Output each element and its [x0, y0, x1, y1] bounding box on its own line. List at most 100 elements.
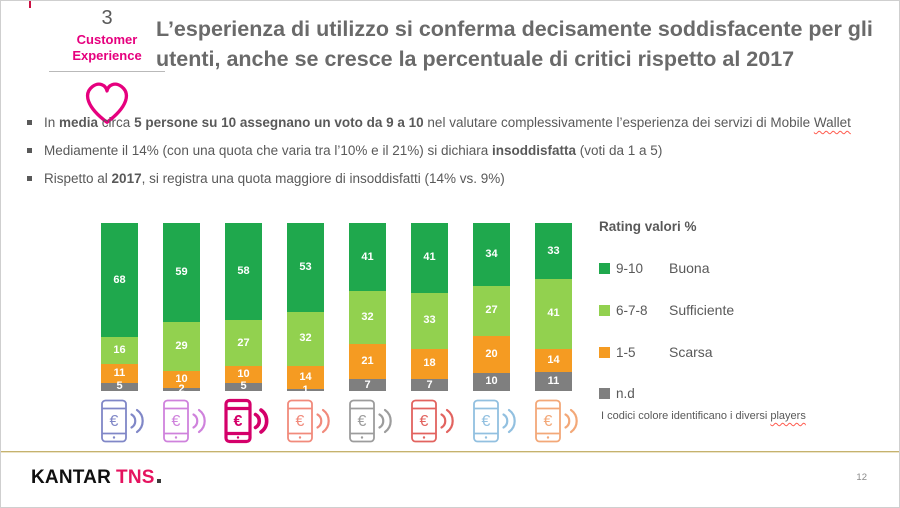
legend-swatch-icon: [599, 262, 610, 274]
bar-segment-9-10: 58: [225, 223, 262, 321]
bar-value-label: 20: [485, 347, 498, 360]
bullet-text: Mediamente il 14% (con una quota che var…: [44, 141, 662, 160]
bullet-text: In media circa 5 persone su 10 assegnano…: [44, 113, 851, 132]
kantar-tns-logo: KANTAR TNS: [31, 467, 161, 489]
slide-edge-mark: [29, 1, 31, 8]
bar-segment-9-10: 34: [473, 223, 510, 286]
bar-value-label: 59: [175, 266, 188, 279]
bar-value-label: 58: [237, 265, 250, 278]
bar-value-label: 5: [116, 380, 123, 393]
legend-range-label: n.d: [616, 386, 635, 401]
text-run: Mediamente il 14% (con una quota che var…: [44, 143, 492, 158]
bar-segment-1-5: 18: [411, 348, 448, 380]
text-run: (voti da 1 a 5): [576, 143, 663, 158]
bar-segment-n.d: 5: [101, 380, 138, 393]
bullet-marker: [27, 120, 32, 125]
page-number: 12: [856, 472, 867, 483]
bar-segment-9-10: 53: [287, 223, 324, 313]
stacked-bar-6: 41 33 18 7: [411, 223, 448, 391]
bar-value-label: 16: [113, 344, 126, 357]
bar-value-label: 10: [175, 372, 188, 385]
bar-value-label: 68: [113, 273, 126, 286]
svg-text:€: €: [110, 413, 119, 430]
footer-divider-light: [1, 452, 899, 453]
legend-range-label: 1-5: [616, 344, 636, 360]
bullet-marker: [27, 148, 32, 153]
bar-value-label: 1: [302, 383, 309, 396]
bar-value-label: 18: [423, 357, 436, 370]
bar-segment-1-5: 21: [349, 344, 386, 380]
section-label: Customer Experience: [43, 32, 171, 64]
legend-row-6-7-8: 6-7-8 Sufficiente: [599, 302, 891, 318]
bar-segment-n.d: 2: [163, 383, 200, 394]
legend-row-9-10: 9-10 Buona: [599, 260, 891, 276]
bar-segment-9-10: 68: [101, 223, 138, 338]
bar-segment-n.d: 11: [535, 372, 572, 391]
bar-value-label: 41: [547, 307, 560, 320]
svg-text:€: €: [172, 413, 181, 430]
legend-swatch-icon: [599, 388, 610, 399]
text-run: media: [59, 115, 99, 130]
bar-value-label: 41: [361, 250, 374, 263]
bar-value-label: 33: [423, 314, 436, 327]
phone-lightblue-icon: €: [469, 398, 531, 450]
stacked-bar-3: 58 27 10 5: [225, 223, 262, 393]
bar-value-label: 14: [547, 353, 560, 366]
bar-value-label: 11: [113, 366, 126, 379]
page-title: L’esperienza di utilizzo si conferma dec…: [156, 17, 873, 71]
text-run: 5 persone su 10 assegnano un voto da 9 a…: [134, 115, 424, 130]
bar-value-label: 7: [426, 378, 433, 391]
logo-kantar: KANTAR: [31, 467, 112, 488]
legend-row-1-5: 1-5 Scarsa: [599, 344, 891, 360]
svg-text:€: €: [482, 413, 491, 430]
bar-value-label: 11: [547, 375, 560, 388]
bar-segment-n.d: 7: [411, 379, 448, 391]
bar-value-label: 14: [299, 371, 312, 384]
bar-value-label: 29: [175, 339, 188, 352]
bar-segment-6-7-8: 32: [349, 291, 386, 345]
phone-orchid-icon: €: [159, 398, 221, 450]
bar-value-label: 27: [485, 304, 498, 317]
bar-segment-9-10: 41: [411, 223, 448, 293]
legend-range-label: 9-10: [616, 260, 644, 276]
phone-salmon-icon: €: [283, 398, 345, 450]
legend-rows: 9-10 Buona 6-7-8 Sufficiente 1-5 Scarsa n.d: [599, 260, 891, 401]
svg-text:€: €: [296, 413, 305, 430]
legend-name-label: Buona: [669, 260, 710, 276]
bar-value-label: 32: [361, 311, 374, 324]
bar-value-label: 2: [178, 382, 185, 395]
footer-divider: [1, 451, 899, 452]
phone-magenta-icon: €: [221, 398, 283, 450]
phone-peach-icon: €: [531, 398, 593, 450]
bar-value-label: 33: [547, 244, 560, 257]
text-run: insoddisfatta: [492, 143, 577, 158]
text-run: circa: [98, 115, 135, 130]
bullet-item-2: Mediamente il 14% (con una quota che var…: [25, 141, 870, 160]
bar-value-label: 32: [299, 332, 312, 345]
phone-icons-row: € € € € € € € €: [97, 398, 593, 450]
svg-text:€: €: [234, 413, 243, 430]
bar-value-label: 10: [237, 367, 250, 380]
stacked-bar-1: 68 16 11 5: [101, 223, 138, 393]
bar-value-label: 5: [240, 380, 247, 393]
legend-range-label: 6-7-8: [616, 302, 648, 318]
bullet-item-1: In media circa 5 persone su 10 assegnano…: [25, 113, 870, 132]
text-run: Rispetto al: [44, 171, 112, 186]
bar-segment-6-7-8: 33: [411, 292, 448, 349]
svg-text:€: €: [358, 413, 367, 430]
bullet-marker: [27, 176, 32, 181]
legend-title: Rating valori %: [599, 219, 697, 234]
bar-value-label: 41: [423, 251, 436, 264]
stacked-bar-8: 33 41 14 11: [535, 223, 572, 391]
section-number: 3: [101, 7, 113, 29]
stacked-bar-4: 53 32 14 1: [287, 223, 324, 395]
text-run: nel valutare complessivamente l’esperien…: [423, 115, 814, 130]
legend-swatch-icon: [599, 304, 610, 316]
bar-segment-6-7-8: 41: [535, 279, 572, 349]
bar-segment-6-7-8: 16: [101, 337, 138, 365]
bullet-list: In media circa 5 persone su 10 assegnano…: [25, 113, 870, 197]
bar-segment-9-10: 41: [349, 223, 386, 292]
bar-value-label: 21: [361, 355, 374, 368]
bullet-text: Rispetto al 2017, si registra una quota …: [44, 169, 505, 188]
